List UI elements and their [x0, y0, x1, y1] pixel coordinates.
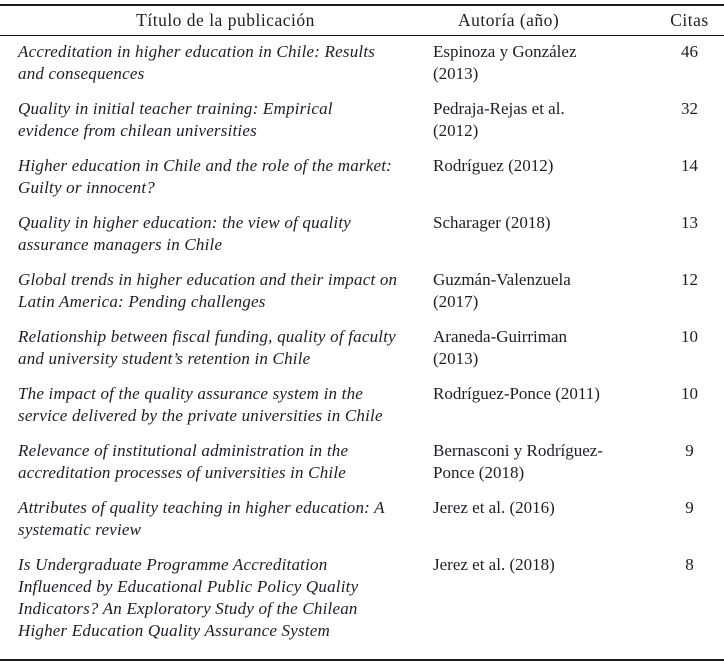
citation-count: 8 [685, 554, 694, 574]
citation-count: 9 [685, 497, 694, 517]
table-row: Higher education in Chile and the role o… [0, 151, 724, 208]
citation-count: 9 [685, 440, 694, 460]
table-header-row: Título de la publicación Autoría (año) C… [0, 6, 724, 36]
citation-count: 12 [681, 269, 698, 289]
column-header-citations: Citas [670, 10, 709, 30]
publication-title: Higher education in Chile and the role o… [18, 155, 392, 197]
publication-title: Accreditation in higher education in Chi… [18, 41, 376, 83]
table-body: Accreditation in higher education in Chi… [0, 36, 724, 651]
table-row: Attributes of quality teaching in higher… [0, 493, 724, 550]
table-row: Quality in initial teacher training: Emp… [0, 94, 724, 151]
citation-count: 10 [681, 383, 698, 403]
publication-author: Bernasconi y Rodríguez- Ponce (2018) [433, 440, 603, 482]
citation-count: 32 [681, 98, 698, 118]
publication-title: Relevance of institutional administratio… [18, 440, 349, 482]
publication-title: The impact of the quality assurance syst… [18, 383, 383, 425]
publication-author: Jerez et al. (2016) [433, 497, 555, 517]
publication-author: Rodríguez-Ponce (2011) [433, 383, 600, 403]
table-row: The impact of the quality assurance syst… [0, 379, 724, 436]
publication-author: Scharager (2018) [433, 212, 551, 232]
publication-title: Relationship between fiscal funding, qua… [18, 326, 396, 368]
column-header-title: Título de la publicación [136, 10, 315, 30]
publication-table: Título de la publicación Autoría (año) C… [0, 4, 724, 661]
table-row: Relevance of institutional administratio… [0, 436, 724, 493]
publication-author: Espinoza y González (2013) [433, 41, 577, 83]
citation-count: 10 [681, 326, 698, 346]
publication-title: Quality in higher education: the view of… [18, 212, 352, 254]
publication-author: Jerez et al. (2018) [433, 554, 555, 574]
publication-title: Attributes of quality teaching in higher… [18, 497, 385, 539]
publication-title: Quality in initial teacher training: Emp… [18, 98, 333, 140]
publication-author: Guzmán-Valenzuela (2017) [433, 269, 571, 311]
citation-count: 46 [681, 41, 698, 61]
publication-author: Rodríguez (2012) [433, 155, 554, 175]
table-row: Global trends in higher education and th… [0, 265, 724, 322]
table-row: Relationship between fiscal funding, qua… [0, 322, 724, 379]
table-row: Is Undergraduate Programme Accreditation… [0, 550, 724, 651]
publication-author: Pedraja-Rejas et al. (2012) [433, 98, 565, 140]
publication-author: Araneda-Guirriman (2013) [433, 326, 568, 368]
column-header-author: Autoría (año) [458, 10, 560, 30]
citation-count: 13 [681, 212, 698, 232]
table-row: Accreditation in higher education in Chi… [0, 37, 724, 94]
citation-count: 14 [681, 155, 698, 175]
publication-title: Global trends in higher education and th… [18, 269, 398, 311]
publication-title: Is Undergraduate Programme Accreditation… [18, 554, 359, 640]
table-row: Quality in higher education: the view of… [0, 208, 724, 265]
